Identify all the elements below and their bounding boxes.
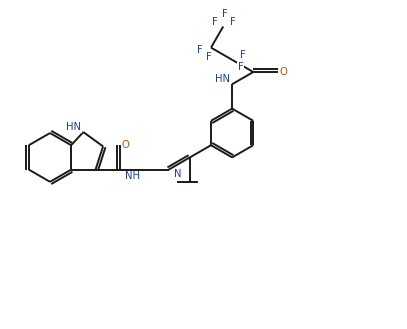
Text: O: O: [122, 140, 130, 150]
Text: F: F: [197, 44, 203, 55]
Text: HN: HN: [215, 74, 230, 85]
Text: O: O: [280, 67, 287, 77]
Text: F: F: [222, 9, 228, 19]
Text: F: F: [240, 50, 246, 60]
Text: F: F: [206, 52, 212, 63]
Text: N: N: [173, 169, 181, 179]
Text: F: F: [230, 17, 236, 27]
Text: F: F: [212, 17, 217, 27]
Text: F: F: [238, 62, 244, 72]
Text: HN: HN: [66, 122, 81, 132]
Text: NH: NH: [125, 171, 140, 181]
